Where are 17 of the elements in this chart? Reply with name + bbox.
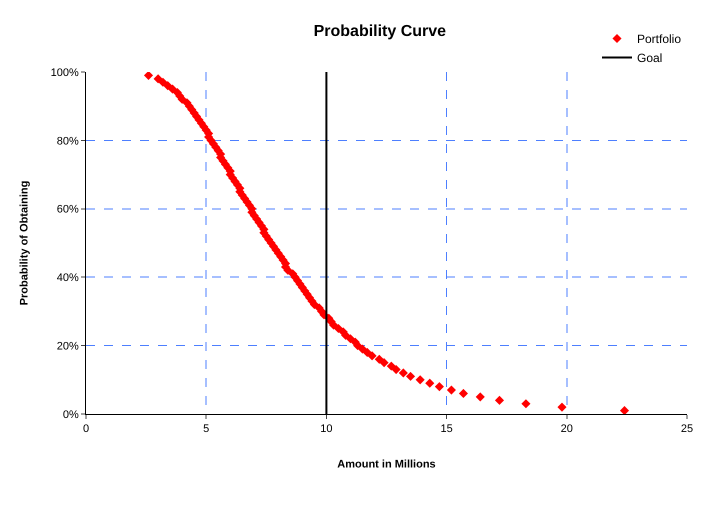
- y-tick-label: 80%: [56, 135, 80, 148]
- x-tick-label: 15: [440, 423, 453, 436]
- legend-label: Goal: [637, 51, 662, 66]
- y-tick-label: 60%: [56, 204, 80, 216]
- y-axis-title: Probability of Obtaining: [18, 180, 30, 306]
- y-tick-label: 20%: [56, 340, 80, 352]
- legend-label: Portfolio: [637, 32, 682, 46]
- x-axis-title: Amount in Millions: [337, 458, 436, 470]
- y-tick-label: 40%: [56, 272, 80, 284]
- chart-title: Probability Curve: [314, 23, 446, 40]
- y-tick-label: 0%: [62, 408, 80, 421]
- x-tick-label: 0: [82, 423, 90, 436]
- x-tick-label: 5: [203, 423, 210, 436]
- x-tick-label: 20: [560, 423, 573, 436]
- x-tick-label: 25: [680, 423, 694, 436]
- x-tick-label: 10: [320, 423, 333, 436]
- y-tick-label: 100%: [50, 66, 80, 79]
